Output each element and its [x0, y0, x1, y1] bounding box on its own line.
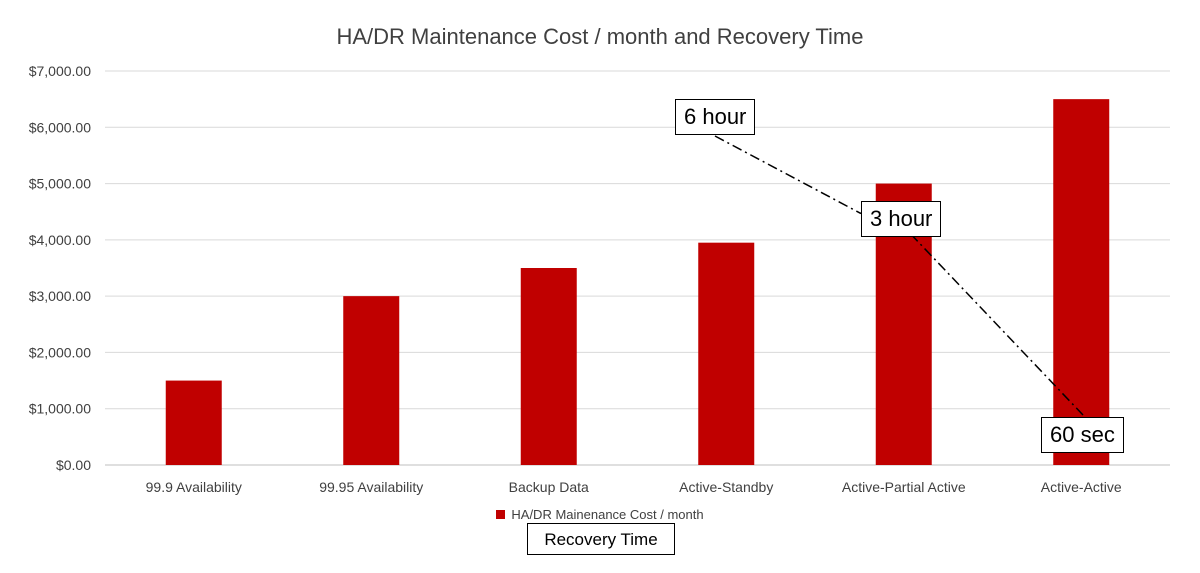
legend-label: HA/DR Mainenance Cost / month: [511, 507, 704, 522]
bars: [165, 99, 1110, 466]
bar: [1053, 99, 1110, 466]
bar: [343, 296, 400, 465]
y-tick-label: $5,000.00: [29, 176, 91, 192]
x-tick-label: Backup Data: [509, 479, 589, 495]
y-tick-label: $3,000.00: [29, 288, 91, 304]
legend: HA/DR Mainenance Cost / month: [0, 507, 1200, 522]
recovery-time-label: Recovery Time: [527, 523, 675, 555]
gridlines: [105, 70, 1170, 466]
chart-title: HA/DR Maintenance Cost / month and Recov…: [336, 24, 864, 49]
y-tick-label: $6,000.00: [29, 119, 91, 135]
x-axis-ticks: 99.9 Availability 99.95 Availability Backu…: [146, 479, 1122, 495]
y-tick-label: $2,000.00: [29, 344, 91, 360]
y-tick-label: $4,000.00: [29, 232, 91, 248]
y-tick-label: $0.00: [56, 457, 91, 473]
bar: [520, 268, 577, 465]
recovery-label-3-hour: 3 hour: [861, 201, 942, 237]
x-tick-label: Active-Active: [1041, 479, 1122, 495]
x-tick-label: 99.95 Availability: [319, 479, 423, 495]
y-tick-label: $1,000.00: [29, 401, 91, 417]
legend-swatch: [496, 510, 506, 520]
recovery-label-60-sec: 60 sec: [1041, 417, 1124, 453]
bar: [165, 380, 222, 465]
x-tick-label: 99.9 Availability: [146, 479, 242, 495]
recovery-label-6-hour: 6 hour: [675, 99, 756, 135]
bar: [698, 242, 755, 465]
y-axis-ticks: $0.00 $1,000.00 $2,000.00 $3,000.00 $4,000.0…: [29, 63, 91, 473]
y-tick-label: $7,000.00: [29, 63, 91, 79]
x-tick-label: Active-Standby: [679, 479, 773, 495]
x-tick-label: Active-Partial Active: [842, 479, 966, 495]
